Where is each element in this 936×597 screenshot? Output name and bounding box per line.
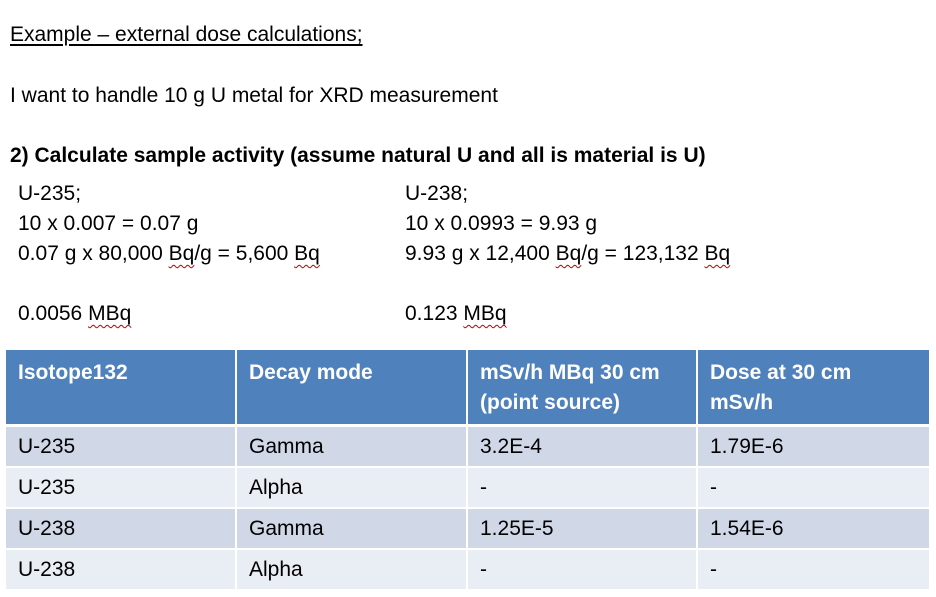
u235-activity-line: 0.07 g x 80,000 Bq/g = 5,600 Bq — [18, 239, 320, 269]
cell-dose: 1.79E-6 — [697, 425, 929, 468]
table-row: U-238 Gamma 1.25E-5 1.54E-6 — [6, 508, 929, 550]
u238-activity-prefix: 9.93 g x 12,400 — [405, 242, 556, 265]
cell-dose: - — [697, 549, 929, 591]
cell-decay-mode: Gamma — [236, 508, 468, 550]
u238-activity-result: /g = 123,132 — [581, 242, 705, 265]
u238-activity-line: 9.93 g x 12,400 Bq/g = 123,132 Bq — [405, 239, 730, 269]
cell-decay-mode: Alpha — [236, 467, 468, 509]
table-row: U-235 Alpha - - — [6, 467, 929, 509]
dose-table: Isotope132 Decay mode mSv/h MBq 30 cm (p… — [6, 350, 929, 591]
section-heading: 2) Calculate sample activity (assume nat… — [10, 144, 706, 167]
cell-isotope: U-235 — [6, 425, 237, 468]
table-row: U-235 Gamma 3.2E-4 1.79E-6 — [6, 425, 929, 468]
u235-label: U-235; — [18, 182, 82, 205]
u235-mbq-unit: MBq — [88, 302, 132, 325]
cell-decay-mode: Gamma — [236, 425, 468, 468]
intro-text: I want to handle 10 g U metal for XRD me… — [10, 84, 498, 107]
u238-calculation: U-238; 10 x 0.0993 = 9.93 g 9.93 g x 12,… — [405, 179, 730, 269]
u235-mbq: 0.0056 MBq — [18, 300, 131, 328]
page-title: Example – external dose calculations; — [10, 23, 363, 46]
u235-mass-line: 10 x 0.007 = 0.07 g — [18, 212, 199, 235]
u235-calculation: U-235; 10 x 0.007 = 0.07 g 0.07 g x 80,0… — [18, 179, 320, 269]
cell-isotope: U-238 — [6, 508, 237, 550]
table-row: U-238 Alpha - - — [6, 549, 929, 591]
u238-mbq: 0.123 MBq — [405, 300, 507, 328]
table-header-row: Isotope132 Decay mode mSv/h MBq 30 cm (p… — [6, 350, 929, 427]
cell-isotope: U-235 — [6, 467, 237, 509]
cell-dose: - — [697, 467, 929, 509]
cell-dose-rate: 1.25E-5 — [467, 508, 698, 550]
u238-mbq-unit: MBq — [463, 302, 507, 325]
u235-activity-prefix: 0.07 g x 80,000 — [18, 242, 169, 265]
cell-dose-rate: - — [467, 549, 698, 591]
header-decay-mode: Decay mode — [236, 350, 468, 427]
u235-activity-result: /g = 5,600 — [194, 242, 295, 265]
cell-decay-mode: Alpha — [236, 549, 468, 591]
cell-dose-rate: - — [467, 467, 698, 509]
cell-dose: 1.54E-6 — [697, 508, 929, 550]
u235-mbq-value: 0.0056 — [18, 302, 89, 325]
u238-activity-result-unit: Bq — [704, 242, 731, 265]
u238-label: U-238; — [405, 182, 469, 205]
u238-activity-unit: Bq — [555, 242, 582, 265]
header-dose-rate: mSv/h MBq 30 cm (point source) — [467, 350, 698, 427]
cell-isotope: U-238 — [6, 549, 237, 591]
header-dose-at-30cm: Dose at 30 cm mSv/h — [697, 350, 929, 427]
header-isotope: Isotope132 — [6, 350, 237, 427]
u235-activity-unit: Bq — [168, 242, 195, 265]
u238-mbq-value: 0.123 — [405, 302, 464, 325]
cell-dose-rate: 3.2E-4 — [467, 425, 698, 468]
u238-mass-line: 10 x 0.0993 = 9.93 g — [405, 212, 598, 235]
u235-activity-result-unit: Bq — [294, 242, 320, 265]
